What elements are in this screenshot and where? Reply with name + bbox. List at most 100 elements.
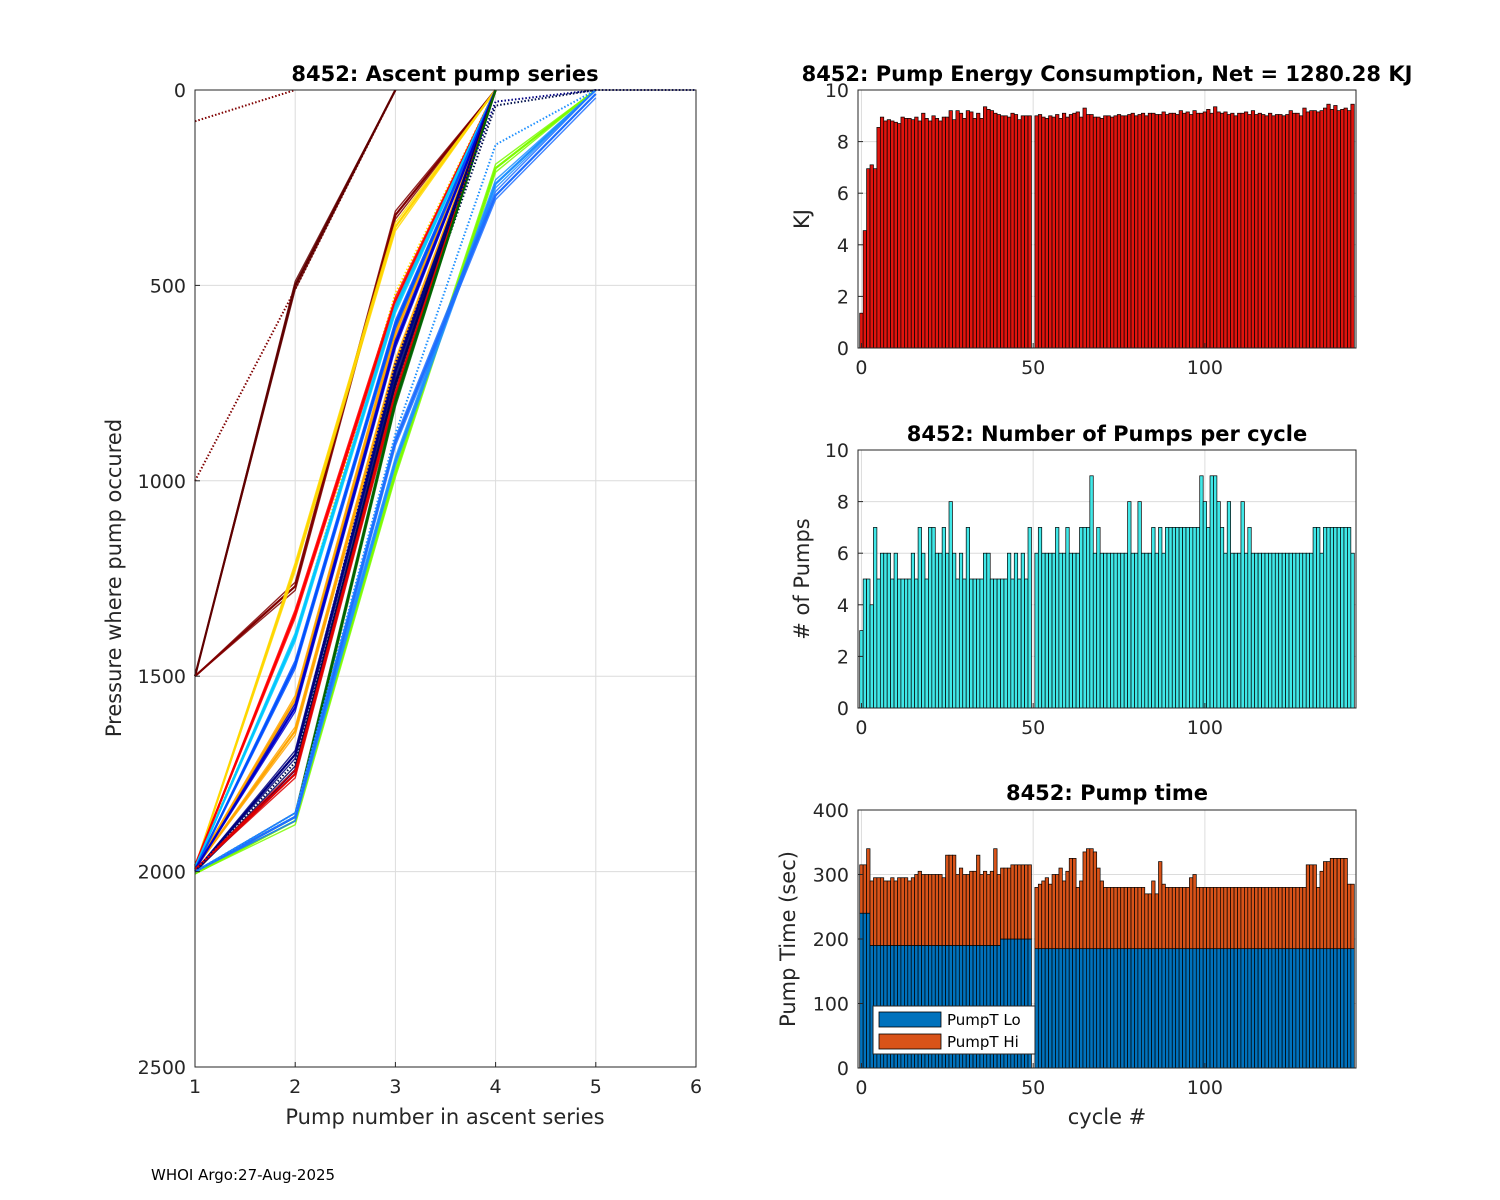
pumptime-bar-pumpt-hi-8 xyxy=(886,880,891,946)
pumptime-bar-pumpt-hi-3 xyxy=(869,880,874,946)
ascent-series-p7 xyxy=(193,89,497,867)
energy-bar-127 xyxy=(1295,112,1300,349)
energy-y-tick-label: 10 xyxy=(825,80,849,102)
pumptime-bar-pumpt-lo-59 xyxy=(1061,948,1067,1069)
energy-y-axis-label: KJ xyxy=(790,209,814,229)
pumps-bar-36 xyxy=(983,552,988,709)
pumps-bar-35 xyxy=(979,578,984,709)
pumps-y-axis-label: # of Pumps xyxy=(790,518,814,640)
energy-bar-103 xyxy=(1213,106,1218,349)
pumptime-bar-pumpt-lo-98 xyxy=(1195,948,1201,1069)
energy-bar-6 xyxy=(879,116,885,349)
energy-bar-92 xyxy=(1175,114,1180,349)
energy-bar-140 xyxy=(1340,108,1345,349)
energy-bar-125 xyxy=(1288,110,1293,349)
energy-bar-21 xyxy=(931,115,936,349)
ascent-y-axis-label: Pressure where pump occured xyxy=(102,419,126,737)
pumptime-bar-pumpt-hi-54 xyxy=(1044,877,1049,950)
pumptime-bar-pumpt-hi-24 xyxy=(941,877,946,946)
ascent-series-p18-trace-1 xyxy=(194,89,597,875)
energy-bar-102 xyxy=(1209,112,1214,349)
pumps-bar-140 xyxy=(1340,527,1345,709)
pumps-bar-3 xyxy=(869,604,874,709)
pumps-bar-77 xyxy=(1123,552,1128,709)
pumptime-bar-pumpt-lo-74 xyxy=(1113,948,1118,1069)
energy-bar-115 xyxy=(1254,114,1259,349)
pumps-bar-14 xyxy=(907,578,912,709)
pumptime-bar-pumpt-lo-103 xyxy=(1213,948,1218,1069)
pumptime-bar-pumpt-hi-18 xyxy=(921,874,926,946)
pumptime-bar-pumpt-lo-143 xyxy=(1350,948,1355,1069)
pumps-bar-68 xyxy=(1092,552,1098,709)
pumptime-bar-pumpt-lo-1 xyxy=(862,912,867,1069)
pumps-bar-142 xyxy=(1347,527,1352,709)
pumptime-bar-pumpt-hi-70 xyxy=(1099,880,1104,950)
pumps-bar-24 xyxy=(941,527,946,709)
energy-bar-70 xyxy=(1099,118,1104,349)
pumps-bar-4 xyxy=(873,527,878,709)
pumps-bar-125 xyxy=(1288,552,1293,709)
energy-bar-43 xyxy=(1007,116,1012,349)
pumps-bar-75 xyxy=(1116,552,1122,709)
pumps-bar-53 xyxy=(1041,552,1046,709)
pumptime-bar-pumpt-lo-142 xyxy=(1347,948,1352,1069)
pumps-bar-133 xyxy=(1316,527,1321,709)
pumptime-bar-pumpt-hi-125 xyxy=(1288,887,1293,950)
pumptime-bar-pumpt-hi-14 xyxy=(907,880,912,946)
pumptime-bar-pumpt-hi-69 xyxy=(1096,867,1101,950)
pumptime-bar-pumpt-hi-76 xyxy=(1120,887,1125,950)
pumptime-bar-pumpt-hi-40 xyxy=(996,874,1001,946)
pumptime-bar-pumpt-lo-65 xyxy=(1082,948,1087,1069)
energy-bar-14 xyxy=(907,118,912,349)
pumptime-bar-pumpt-hi-98 xyxy=(1195,887,1201,950)
pumptime-bar-pumpt-hi-83 xyxy=(1144,893,1149,950)
pumptime-y-axis-label: Pump Time (sec) xyxy=(776,851,800,1027)
pumps-bar-44 xyxy=(1010,578,1015,709)
pumptime-bar-pumpt-hi-130 xyxy=(1305,864,1310,950)
pumps-bar-85 xyxy=(1151,527,1156,709)
ascent-x-tick-label: 1 xyxy=(189,1076,201,1098)
pumptime-bar-pumpt-hi-7 xyxy=(883,880,888,946)
pumptime-bar-pumpt-hi-109 xyxy=(1233,887,1238,950)
pumptime-bar-pumpt-hi-106 xyxy=(1223,887,1228,950)
energy-bar-98 xyxy=(1195,112,1201,349)
pumps-bar-90 xyxy=(1168,527,1173,709)
energy-bar-38 xyxy=(989,110,995,349)
pumps-bar-104 xyxy=(1216,501,1221,709)
pumps-bar-65 xyxy=(1082,527,1087,709)
pumptime-bar-pumpt-hi-13 xyxy=(904,877,909,946)
pumptime-bar-pumpt-lo-101 xyxy=(1206,948,1211,1069)
pumps-bar-22 xyxy=(934,552,940,709)
pumptime-bar-pumpt-lo-77 xyxy=(1123,948,1128,1069)
pumps-bar-101 xyxy=(1206,527,1211,709)
pumptime-bar-pumpt-hi-73 xyxy=(1110,887,1115,950)
energy-bar-1 xyxy=(862,230,867,349)
energy-y-tick-label: 2 xyxy=(837,286,849,308)
pumptime-bar-pumpt-hi-45 xyxy=(1013,864,1019,940)
ascent-series-p11-trace-1 xyxy=(194,89,497,870)
pumps-bar-107 xyxy=(1226,501,1231,709)
pumptime-chart-title: 8452: Pump time xyxy=(1006,781,1208,805)
pumps-bar-6 xyxy=(879,552,885,709)
pumps-bar-136 xyxy=(1326,527,1331,709)
pumptime-bar-pumpt-lo-90 xyxy=(1168,948,1173,1069)
pumptime-bar-pumpt-hi-117 xyxy=(1261,887,1266,950)
pumps-bar-119 xyxy=(1268,552,1273,709)
ascent-series-p9-trace-0 xyxy=(194,89,497,869)
pumptime-bar-pumpt-hi-23 xyxy=(938,874,943,946)
energy-bar-23 xyxy=(938,120,943,349)
energy-bar-136 xyxy=(1326,103,1331,349)
energy-bar-94 xyxy=(1182,112,1187,349)
pumptime-bar-pumpt-lo-139 xyxy=(1336,948,1341,1069)
pumps-bar-105 xyxy=(1219,527,1225,709)
ascent-series-p20 xyxy=(194,93,597,873)
energy-bar-112 xyxy=(1244,111,1249,349)
pumptime-bar-pumpt-lo-109 xyxy=(1233,948,1238,1069)
pumptime-bar-pumpt-hi-6 xyxy=(879,877,885,946)
pumps-bar-139 xyxy=(1336,527,1341,709)
pumptime-bar-pumpt-lo-106 xyxy=(1223,948,1228,1069)
pumptime-bar-pumpt-hi-59 xyxy=(1061,880,1067,950)
footer-credit: WHOI Argo:27-Aug-2025 xyxy=(151,1166,336,1184)
pumps-y-tick-label: 4 xyxy=(837,595,849,617)
